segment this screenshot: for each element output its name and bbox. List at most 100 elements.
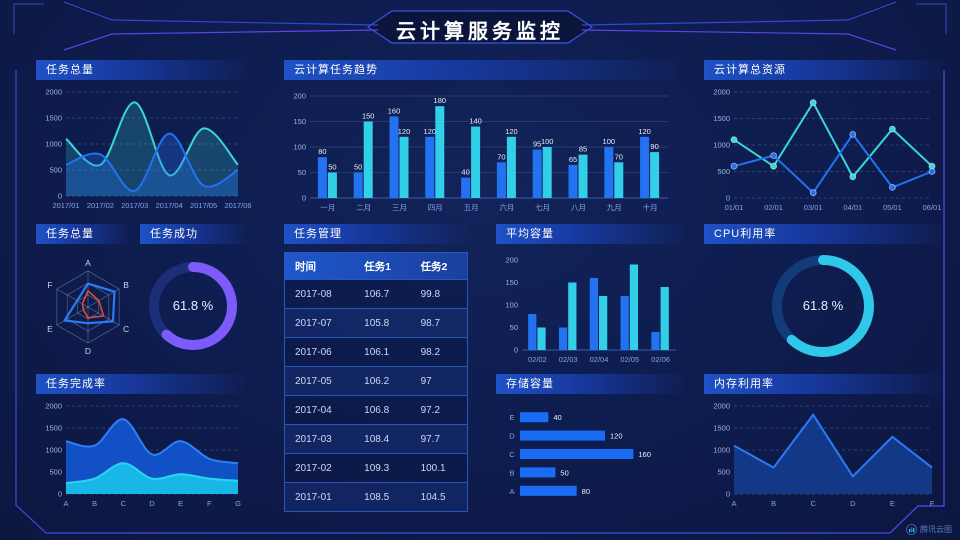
svg-text:160: 160 [388, 106, 401, 115]
svg-text:七月: 七月 [535, 203, 550, 212]
svg-text:F: F [930, 499, 935, 508]
svg-text:D: D [85, 346, 91, 356]
table-cell: 98.7 [420, 317, 441, 329]
table-cell: 99.8 [420, 288, 441, 300]
svg-text:500: 500 [717, 167, 730, 176]
svg-text:02/03: 02/03 [559, 355, 578, 364]
svg-text:E: E [178, 499, 183, 508]
table-header-time: 时间 [295, 260, 316, 273]
table-cell: 2017-06 [295, 346, 332, 358]
table-cell: 105.8 [364, 317, 390, 329]
svg-text:180: 180 [434, 96, 447, 105]
table-cell: 106.7 [364, 288, 390, 300]
table-row: 2017-04 106.8 97.2 [285, 395, 467, 424]
svg-text:B: B [771, 499, 776, 508]
panel-title-cpu: CPU利用率 [704, 224, 942, 244]
svg-text:E: E [47, 324, 53, 334]
svg-text:01/01: 01/01 [725, 203, 744, 212]
tasks-total-area-chart: 0 500 1000 1500 2000 2017/01 2017/02 2017/03 201… [36, 82, 251, 212]
svg-text:06/01: 06/01 [923, 203, 942, 212]
table-cell: 108.5 [364, 491, 390, 503]
svg-text:C: C [509, 450, 515, 459]
tasks-radar-chart: A B C D E F [36, 246, 140, 366]
svg-text:04/01: 04/01 [843, 203, 862, 212]
svg-text:B: B [123, 280, 129, 290]
panel-title-task-success: 任务成功 [140, 224, 246, 244]
panel-title-tasks-total: 任务总量 [36, 60, 246, 80]
task-trend-bar-chart: 0 50 100 150 200 一月 80 50 二月 50 150 三月 160 120 四月 120 18… [284, 82, 676, 214]
svg-text:80: 80 [318, 147, 326, 156]
table-cell: 97.7 [420, 433, 441, 445]
watermark-label: 腾讯云图 [920, 525, 952, 534]
table-cell: 104.5 [420, 491, 446, 503]
svg-text:2017/03: 2017/03 [121, 201, 148, 210]
svg-text:0: 0 [58, 192, 62, 201]
svg-text:0: 0 [726, 194, 730, 203]
svg-text:02/01: 02/01 [764, 203, 783, 212]
svg-text:B: B [92, 499, 97, 508]
table-row: 2017-06 106.1 98.2 [285, 337, 467, 366]
svg-text:A: A [85, 258, 91, 268]
svg-text:120: 120 [638, 127, 651, 136]
table-row: 2017-07 105.8 98.7 [285, 308, 467, 337]
svg-text:A: A [63, 499, 68, 508]
table-row: 2017-01 108.5 104.5 [285, 482, 467, 511]
svg-text:500: 500 [49, 468, 62, 477]
svg-text:二月: 二月 [356, 203, 371, 212]
svg-text:65: 65 [569, 155, 577, 164]
svg-text:2017/04: 2017/04 [156, 201, 183, 210]
table-header-task1: 任务1 [364, 260, 391, 273]
table-cell: 2017-03 [295, 433, 332, 445]
table-cell: 2017-01 [295, 491, 332, 503]
panel-title-tasks-radar: 任务总量 [36, 224, 130, 244]
cpu-donut: 61.8 % [704, 246, 942, 366]
svg-text:02/06: 02/06 [651, 355, 670, 364]
svg-text:D: D [509, 432, 515, 441]
table-header-row: 时间 任务1 任务2 [285, 253, 467, 279]
svg-text:2017/02: 2017/02 [87, 201, 114, 210]
memory-line-chart: 0 500 1000 1500 2000 A B C D E F [704, 396, 942, 510]
svg-text:200: 200 [505, 256, 518, 265]
table-cell: 106.1 [364, 346, 390, 358]
svg-text:150: 150 [293, 117, 306, 126]
panel-title-avg-capacity: 平均容量 [496, 224, 684, 244]
svg-text:40: 40 [553, 413, 561, 422]
svg-text:0: 0 [514, 346, 518, 355]
svg-text:2017/05: 2017/05 [190, 201, 217, 210]
svg-text:一月: 一月 [320, 203, 335, 212]
table-cell: 97 [420, 375, 432, 387]
table-header-task2: 任务2 [420, 260, 448, 273]
svg-text:50: 50 [298, 168, 306, 177]
svg-text:1000: 1000 [45, 140, 62, 149]
svg-text:1500: 1500 [713, 424, 730, 433]
svg-text:四月: 四月 [428, 203, 443, 212]
svg-text:150: 150 [505, 278, 518, 287]
table-cell: 2017-07 [295, 317, 332, 329]
svg-text:50: 50 [354, 163, 362, 172]
table-cell: 106.2 [364, 375, 390, 387]
table-cell: 2017-04 [295, 404, 332, 416]
svg-text:九月: 九月 [607, 203, 622, 212]
svg-text:100: 100 [603, 137, 616, 146]
svg-text:02/05: 02/05 [620, 355, 639, 364]
svg-text:2000: 2000 [45, 402, 62, 411]
task-table-body: 2017-08 106.7 99.8 2017-07 105.8 98.7 2017-06 1… [285, 279, 467, 511]
table-row: 2017-02 109.3 100.1 [285, 453, 467, 482]
table-row: 2017-05 106.2 97 [285, 366, 467, 395]
table-cell: 108.4 [364, 433, 390, 445]
panel-title-task-trend: 云计算任务趋势 [284, 60, 676, 80]
svg-text:50: 50 [510, 323, 518, 332]
svg-text:2017/01: 2017/01 [52, 201, 79, 210]
svg-text:2000: 2000 [45, 88, 62, 97]
svg-text:1000: 1000 [713, 446, 730, 455]
svg-text:140: 140 [469, 117, 482, 126]
panel-title-completion: 任务完成率 [36, 374, 246, 394]
svg-text:100: 100 [541, 137, 554, 146]
table-row: 2017-03 108.4 97.7 [285, 424, 467, 453]
svg-text:02/02: 02/02 [528, 355, 547, 364]
svg-text:D: D [850, 499, 856, 508]
table-cell: 98.2 [420, 346, 441, 358]
svg-text:61.8 %: 61.8 % [803, 298, 844, 313]
svg-text:50: 50 [560, 468, 568, 477]
table-cell: 2017-02 [295, 462, 332, 474]
